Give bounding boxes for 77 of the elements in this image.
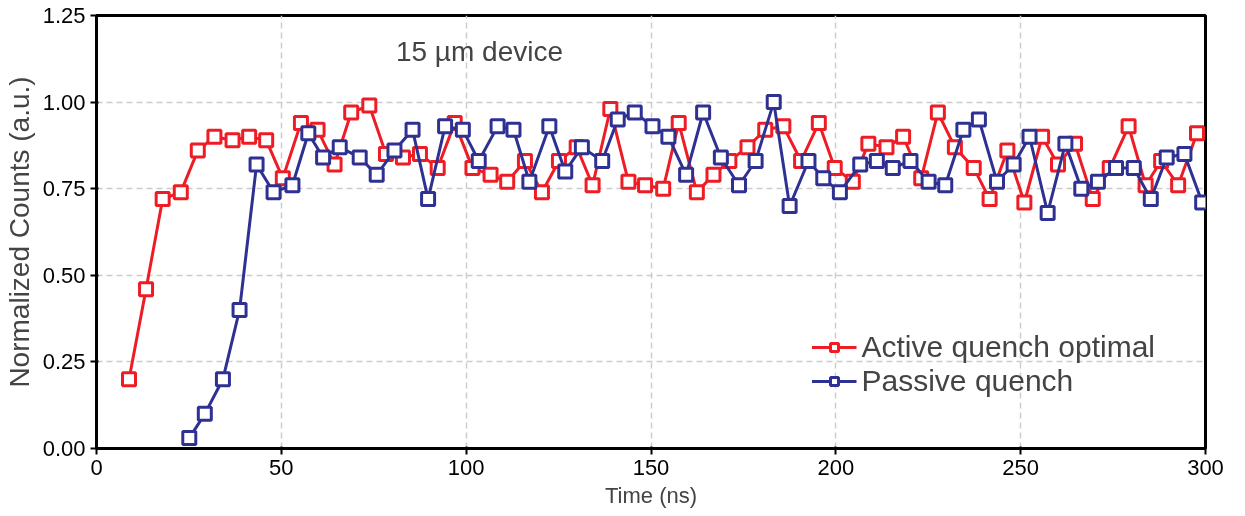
point — [989, 173, 1006, 190]
x-tick-label: 100 — [447, 454, 485, 480]
y-tick-label: 0.00 — [42, 436, 86, 461]
point — [1089, 173, 1106, 190]
point — [386, 142, 403, 159]
point — [437, 118, 454, 135]
point — [541, 118, 558, 135]
point — [265, 184, 282, 201]
point — [214, 371, 231, 388]
point — [712, 149, 729, 166]
point — [420, 191, 437, 208]
point — [852, 156, 869, 173]
x-tick-label: 50 — [269, 454, 294, 480]
point — [695, 104, 712, 121]
point — [196, 405, 213, 422]
point — [747, 152, 764, 169]
point — [521, 173, 538, 190]
point — [937, 177, 954, 194]
point — [678, 166, 695, 183]
point — [626, 104, 643, 121]
point — [470, 152, 487, 169]
point — [955, 121, 972, 138]
point — [1057, 135, 1074, 152]
point — [730, 177, 747, 194]
annotation: 15 µm device — [395, 36, 564, 68]
point — [815, 170, 832, 187]
point — [800, 152, 817, 169]
point — [573, 139, 590, 156]
point — [902, 152, 919, 169]
point — [300, 125, 317, 142]
x-tick-label: 150 — [632, 454, 670, 480]
point — [1108, 159, 1125, 176]
point — [884, 159, 901, 176]
x-tick-label: 300 — [1187, 454, 1224, 480]
point — [489, 118, 506, 135]
point — [315, 149, 332, 166]
point — [970, 111, 987, 128]
legend-label: Passive quench — [861, 364, 1074, 398]
point — [368, 166, 385, 183]
x-axis-title: Time (ns) — [604, 482, 698, 508]
point — [660, 128, 677, 145]
point — [781, 198, 798, 215]
y-tick-label: 1.00 — [42, 89, 86, 115]
point — [1125, 159, 1142, 176]
point — [331, 139, 348, 156]
point — [1039, 204, 1056, 221]
point — [765, 94, 782, 111]
x-tick-label: 250 — [1002, 454, 1040, 480]
x-tick-label: 200 — [817, 454, 855, 480]
legend-label: Active quench optimal — [861, 330, 1155, 364]
point — [1005, 156, 1022, 173]
point — [404, 121, 421, 138]
point — [248, 156, 265, 173]
point — [1073, 180, 1090, 197]
point — [594, 152, 611, 169]
point — [1021, 128, 1038, 145]
y-tick-label: 0.50 — [42, 262, 86, 288]
point — [351, 149, 368, 166]
point — [284, 177, 301, 194]
point — [1158, 149, 1175, 166]
point — [231, 301, 248, 318]
point — [644, 118, 661, 135]
x-tick-label: 0 — [90, 454, 103, 480]
y-tick-label: 0.25 — [42, 349, 86, 375]
y-axis-title: Normalized Counts (a.u.) — [3, 76, 35, 388]
point — [868, 152, 885, 169]
point — [557, 163, 574, 180]
point — [454, 121, 471, 138]
point — [920, 173, 937, 190]
point — [505, 121, 522, 138]
point — [1142, 191, 1159, 208]
point — [1176, 146, 1193, 163]
point — [831, 184, 848, 201]
point — [181, 430, 198, 447]
y-tick-label: 0.75 — [42, 176, 86, 202]
y-tick-label: 1.25 — [42, 3, 86, 28]
point — [609, 111, 626, 128]
